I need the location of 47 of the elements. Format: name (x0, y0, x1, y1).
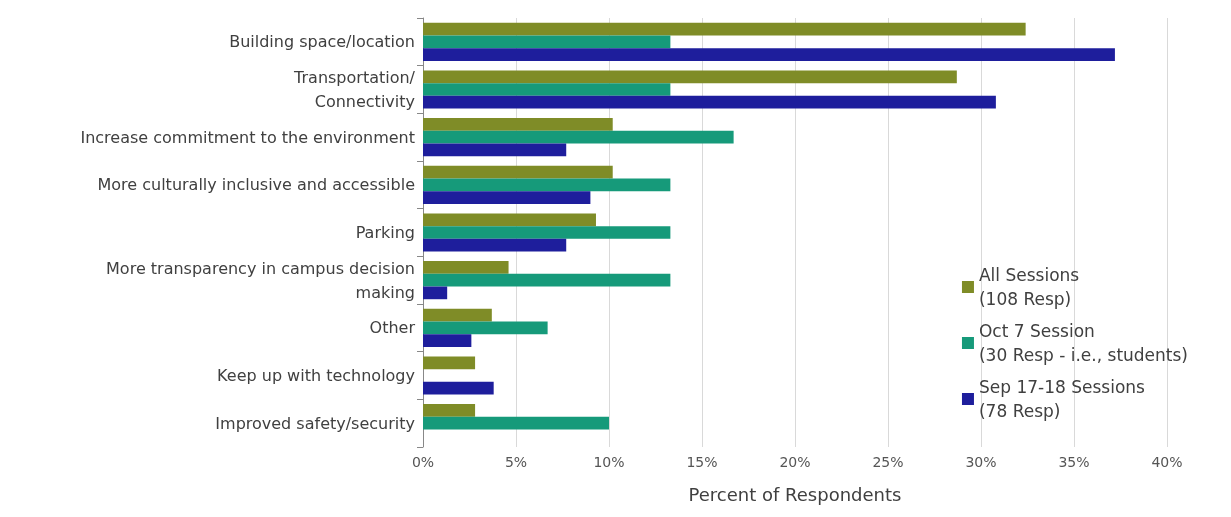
y-tick-label: Improved safety/security (215, 413, 415, 433)
x-axis-title: Percent of Respondents (688, 483, 902, 505)
bar (423, 273, 671, 287)
legend-label: All Sessions (108 Resp) (978, 265, 1080, 309)
bar (423, 381, 494, 395)
y-tick-label: More culturally inclusive and accessible (97, 175, 415, 195)
x-tick-label: 30% (965, 454, 997, 470)
y-tick-label: Building space/location (229, 32, 415, 52)
bar (423, 35, 671, 49)
bar (423, 238, 567, 252)
bar (423, 178, 671, 192)
y-tick-label: Keep up with technology (217, 366, 415, 385)
y-tick-label: Other (369, 318, 416, 338)
bar (423, 213, 596, 227)
bar (423, 334, 472, 347)
bar (423, 70, 957, 84)
x-tick-label: 25% (872, 454, 904, 470)
legend-label: Sep 17-18 Sessions (78 Resp) (978, 377, 1146, 421)
x-tick-label: 15% (686, 454, 718, 470)
bar (423, 48, 1115, 61)
x-tick-label: 20% (779, 454, 811, 470)
bar (423, 261, 509, 274)
bar (423, 286, 448, 300)
bar (423, 95, 996, 109)
bar (423, 83, 671, 96)
bar (423, 356, 476, 370)
bar (423, 191, 591, 204)
y-tick-label: More transparency in campus decision making (106, 258, 415, 302)
y-tick-label: Transportation/ Connectivity (293, 68, 416, 111)
bar (423, 226, 671, 239)
y-tick-label: Parking (355, 223, 415, 242)
legend-label: Oct 7 Session (30 Resp - i.e., students) (978, 321, 1189, 365)
bar (423, 143, 567, 157)
bar (423, 308, 492, 322)
bar (423, 130, 734, 144)
x-tick-label: 0% (411, 454, 435, 470)
bar (423, 404, 476, 417)
bar (423, 165, 613, 179)
bar (423, 321, 548, 335)
x-tick-label: 35% (1058, 454, 1090, 470)
bar (423, 118, 613, 131)
bar (423, 416, 609, 430)
bar (423, 22, 1026, 36)
x-tick-label: 5% (504, 454, 528, 470)
y-tick-label: Increase commitment to the environment (80, 127, 415, 147)
x-tick-label: 40% (1151, 454, 1183, 470)
x-tick-label: 10% (593, 454, 625, 470)
